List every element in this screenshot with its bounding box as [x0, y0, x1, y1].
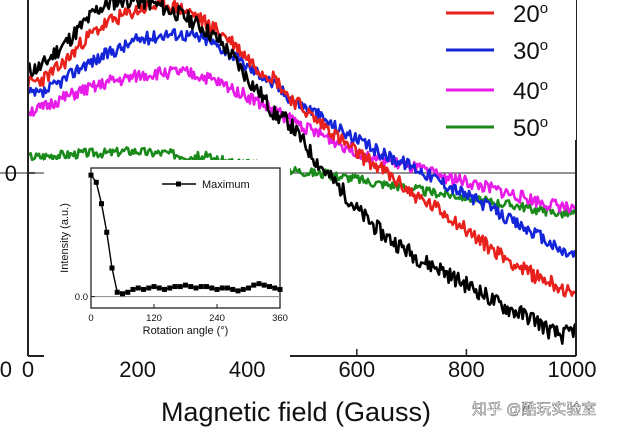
inset-point [214, 286, 220, 292]
series-line-1 [28, 0, 576, 298]
inset-point [177, 284, 183, 290]
inset-point [209, 285, 215, 291]
inset-point [141, 286, 146, 292]
main-y-tick-label: 0 [5, 161, 17, 186]
inset-point [230, 286, 236, 292]
watermark: 知乎 @酷玩实验室 [472, 401, 597, 418]
inset-point [151, 284, 157, 290]
inset-point [99, 201, 104, 207]
inset-point [277, 286, 283, 292]
inset-point [267, 284, 272, 290]
inset-y-axis-label: Intensity (a.u.) [59, 203, 71, 273]
inset-x-tick-label: 0 [88, 313, 93, 324]
inset-point [183, 282, 188, 288]
inset-x-axis-label: Rotation angle (°) [143, 325, 229, 337]
main-x-tick-label: 200 [119, 357, 156, 382]
inset-x-tick-label: 360 [272, 313, 288, 324]
inset-point [188, 284, 194, 290]
inset-point [104, 229, 110, 235]
series-line-2 [28, 28, 576, 258]
inset-point [162, 286, 167, 292]
inset-x-tick-label: 240 [209, 313, 225, 324]
inset-point [251, 282, 257, 288]
inset-x-tick-label: 120 [146, 313, 162, 324]
watermark-text: 知乎 @酷玩实验室 [472, 401, 596, 418]
inset-y-tick-label: 0.0 [75, 292, 88, 303]
inset-point [198, 284, 204, 290]
main-x-tick-label: 0 [22, 357, 34, 382]
inset-point [172, 284, 178, 290]
inset-point [272, 285, 278, 291]
inset-point [93, 179, 99, 185]
inset-point [225, 285, 230, 291]
inset-legend-marker [176, 181, 181, 187]
legend-background [440, 0, 576, 140]
main-series-group [28, 0, 576, 345]
main-x-tick-label: 400 [229, 357, 266, 382]
inset-point [204, 284, 209, 290]
series-line-3 [28, 65, 576, 214]
inset-point [156, 285, 162, 291]
inset-chart: 0 120 240 360 0.0 Rotation angle (°) Intensity… [44, 160, 290, 358]
inset-point [256, 281, 262, 287]
main-x-tick-label: 600 [338, 357, 375, 382]
main-x-tick-label: 800 [448, 357, 485, 382]
series-line-0 [28, 0, 576, 345]
inset-legend-label: Maximum [202, 179, 250, 191]
inset-point [130, 286, 136, 292]
legend-label-4: 50o [513, 114, 548, 142]
inset-point [193, 285, 199, 291]
inset-point [135, 285, 141, 291]
inset-point [109, 265, 115, 271]
inset-point [235, 288, 241, 294]
inset-point [246, 285, 251, 291]
inset-point [261, 282, 267, 288]
inset-point [88, 172, 94, 178]
inset-point [219, 285, 225, 291]
inset-point [167, 285, 173, 291]
left-edge-tick-label: 0 [0, 357, 12, 382]
inset-point [146, 285, 152, 291]
inset-point [125, 289, 131, 295]
inset-point [240, 286, 246, 292]
inset-point [114, 289, 120, 295]
main-x-tick-label: 1000 [548, 357, 597, 382]
main-x-axis-label: Magnetic field (Gauss) [161, 397, 431, 427]
inset-point [120, 291, 125, 297]
